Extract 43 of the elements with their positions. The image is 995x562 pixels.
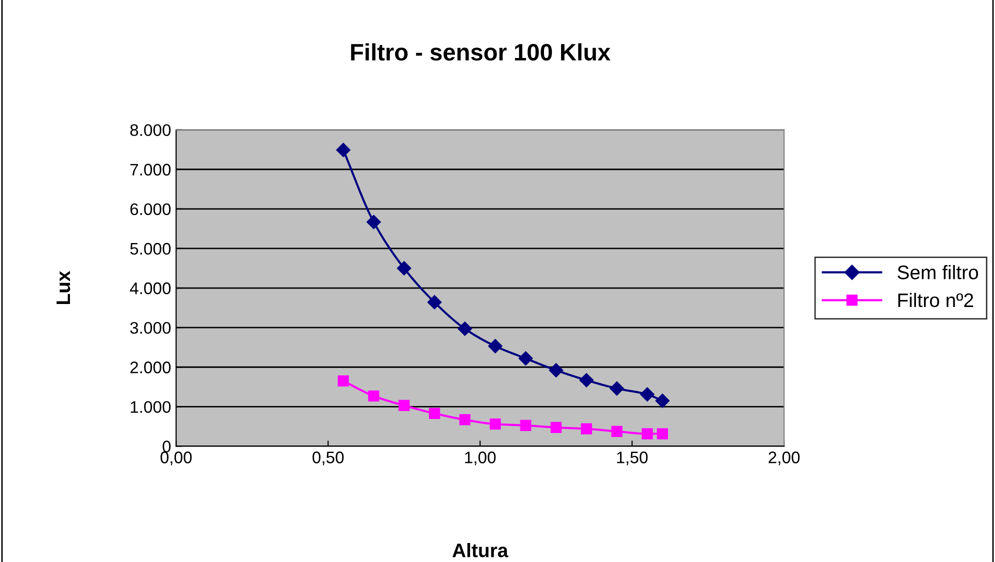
legend-label: Sem filtro (898, 265, 978, 280)
point (610, 381, 624, 396)
y-tick-label: 1.000 (130, 401, 171, 413)
x-tick-label: 2,00 (768, 452, 800, 466)
x-tick-label: 1,00 (465, 452, 496, 466)
point (338, 375, 349, 387)
point (518, 351, 533, 366)
y-axis-title: Lux (56, 270, 70, 304)
x-tick-label: 0,50 (312, 452, 344, 466)
point (397, 261, 412, 276)
point (520, 420, 532, 432)
y-tick-label: 7.000 (130, 164, 171, 176)
y-tick-label: 3.000 (130, 322, 171, 334)
point (368, 390, 380, 402)
point (428, 408, 440, 419)
point (579, 373, 594, 388)
point (655, 394, 670, 408)
y-tick-label: 6.000 (130, 203, 171, 216)
point (398, 400, 410, 412)
point (580, 423, 592, 434)
point (656, 428, 668, 440)
point (611, 426, 622, 437)
x-tick-label: 0,00 (160, 452, 192, 466)
y-tick-label: 8.000 (130, 124, 171, 136)
point (550, 422, 562, 433)
point (640, 387, 654, 402)
point (490, 418, 501, 430)
y-tick-label: 4.000 (130, 282, 171, 294)
y-tick-label: 0 (162, 440, 171, 452)
point (336, 142, 350, 158)
point (549, 363, 564, 378)
x-axis-title: Altura (452, 543, 508, 558)
point (488, 339, 502, 354)
point (642, 428, 653, 440)
y-tick-label: 5.000 (130, 242, 171, 255)
point (459, 414, 470, 426)
x-tick-label: 1,50 (617, 452, 648, 466)
legend-label: Filtro nº2 (898, 292, 974, 308)
point (366, 214, 381, 230)
chart-title: Filtro - sensor 100 Klux (351, 43, 610, 61)
point (458, 322, 472, 336)
point (427, 295, 442, 310)
y-tick-label: 2.000 (130, 362, 171, 374)
